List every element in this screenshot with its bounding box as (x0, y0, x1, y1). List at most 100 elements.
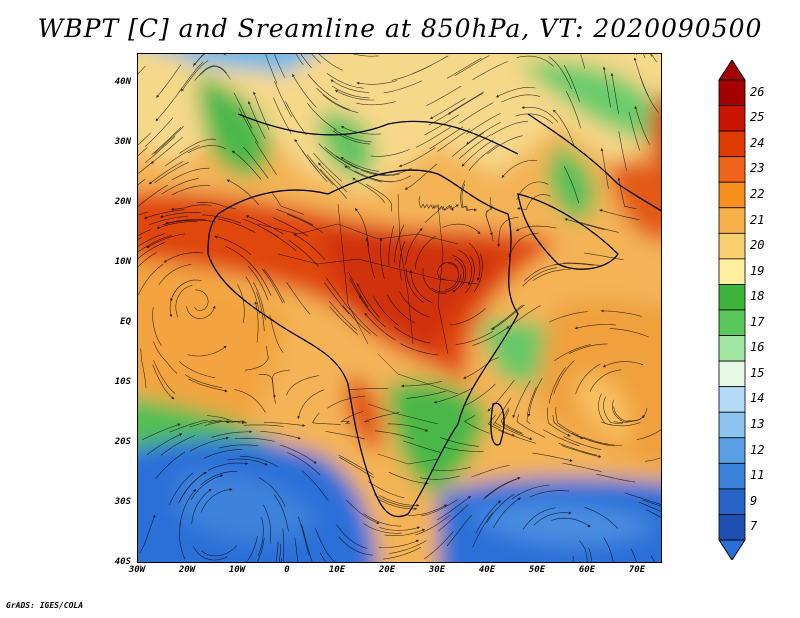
colorbar-swatch (718, 207, 746, 234)
streamline (475, 500, 501, 534)
streamline (638, 501, 661, 512)
streamline (326, 73, 364, 89)
streamline (138, 211, 149, 216)
colorbar-bottom-arrow (718, 539, 746, 560)
lat-label: 20N (114, 197, 131, 207)
colorbar-swatch (718, 488, 746, 515)
streamline (458, 102, 494, 124)
streamline (274, 54, 286, 78)
streamline (138, 235, 172, 253)
streamline (501, 94, 541, 103)
streamline (415, 236, 436, 270)
streamline (154, 162, 189, 184)
streamline (186, 305, 216, 319)
streamline (184, 374, 223, 389)
streamline (356, 101, 396, 106)
map-title: WBPT [C] and Sreamline at 850hPa, VT: 20… (37, 14, 763, 43)
streamline (561, 445, 602, 458)
streamline (562, 462, 602, 472)
streamline (588, 547, 592, 562)
streamline (384, 528, 426, 536)
streamline (377, 498, 418, 511)
streamline (269, 315, 284, 353)
streamline (589, 369, 622, 392)
streamline (292, 73, 317, 108)
colorbar-label: 23 (750, 161, 765, 176)
streamline (338, 536, 373, 556)
streamline (483, 478, 518, 500)
streamline (549, 367, 566, 404)
streamline (429, 97, 466, 120)
streamline (429, 126, 464, 149)
streamline (243, 146, 269, 179)
streamline (152, 307, 162, 346)
streamline (253, 282, 266, 321)
streamline (243, 424, 284, 427)
streamline (372, 295, 399, 326)
streamline (179, 488, 197, 527)
streamline (437, 495, 472, 521)
streamline (200, 488, 233, 513)
streamline (494, 422, 533, 440)
streamline (282, 528, 285, 562)
streamline (366, 184, 392, 212)
streamline (273, 494, 289, 532)
streamline (461, 139, 494, 167)
streamline (433, 387, 473, 404)
streamline (599, 209, 640, 220)
streamline (288, 240, 319, 267)
streamline (301, 470, 329, 501)
streamline (449, 91, 485, 113)
streamline (574, 324, 616, 330)
lon-label: 20E (378, 565, 396, 575)
streamline (388, 471, 429, 485)
streamline (348, 388, 389, 391)
streamline (406, 390, 446, 399)
streamline (243, 218, 279, 238)
streamline (613, 408, 648, 423)
streamline (237, 284, 245, 324)
streamline (471, 465, 510, 478)
streamline (331, 85, 370, 99)
streamline (403, 440, 442, 453)
streamline (323, 282, 350, 315)
streamline (446, 57, 482, 79)
streamline (187, 145, 227, 154)
colorbar-label: 19 (750, 263, 765, 278)
streamline (301, 150, 328, 183)
streamline (344, 165, 383, 183)
streamline (193, 54, 227, 66)
streamline (515, 225, 557, 232)
colorbar-swatch (718, 360, 746, 388)
streamline (497, 429, 536, 444)
streamline (146, 433, 183, 456)
streamline (138, 132, 152, 146)
colorbar-label: 7 (750, 519, 758, 534)
lon-label: 70E (628, 565, 646, 575)
streamline (458, 249, 473, 286)
streamline (245, 276, 260, 314)
streamline (463, 415, 490, 434)
streamline (449, 308, 486, 326)
streamline (646, 509, 661, 518)
streamline (563, 165, 580, 204)
streamline (428, 104, 464, 126)
streamline (452, 258, 465, 293)
streamline (368, 481, 405, 499)
streamline (139, 514, 156, 554)
streamline (286, 375, 320, 396)
streamline (144, 136, 176, 164)
streamline (153, 360, 176, 394)
colorbar-label: 14 (750, 391, 765, 406)
streamline (295, 54, 304, 66)
streamline (287, 213, 323, 233)
streamline (501, 159, 538, 179)
streamline (142, 423, 181, 440)
streamline (150, 136, 183, 164)
streamline (564, 218, 605, 230)
streamline (171, 167, 210, 181)
colorbar-label: 17 (750, 314, 765, 329)
streamline (329, 306, 359, 335)
lat-label: EQ (120, 317, 131, 327)
streamline (359, 295, 386, 328)
